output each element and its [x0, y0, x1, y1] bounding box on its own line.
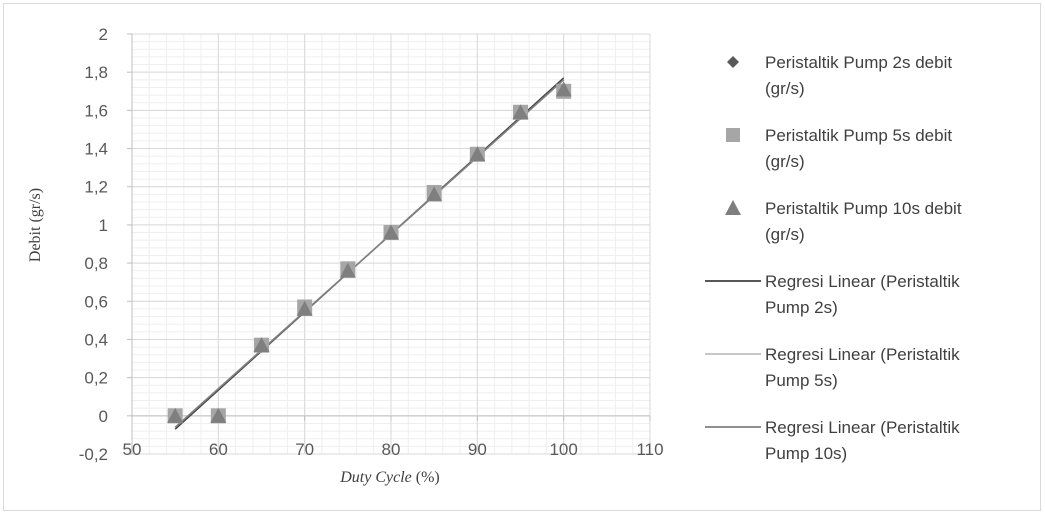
legend-label: (gr/s)	[765, 225, 805, 244]
data-point-triangle	[296, 300, 313, 316]
x-tick-label: 70	[295, 440, 314, 459]
legend-entry: Peristaltik Pump 5s debit (gr/s)	[726, 126, 952, 171]
legend-label: Regresi Linear (Peristaltik	[765, 345, 960, 364]
legend-entry: Regresi Linear (Peristaltik Pump 10s)	[705, 418, 960, 463]
y-axis-title: Debit (gr/s)	[27, 188, 44, 262]
y-tick-label: -0,2	[79, 445, 108, 464]
legend-marker-diamond	[727, 56, 739, 68]
y-tick-label: 0,8	[84, 254, 108, 273]
legend-label: Peristaltik Pump 10s debit	[765, 199, 962, 218]
data-point-triangle	[210, 407, 227, 423]
legend-label: Regresi Linear (Peristaltik	[765, 418, 960, 437]
x-tick-label: 50	[123, 440, 142, 459]
y-tick-label: 1,8	[84, 63, 108, 82]
legend-entry: Regresi Linear (Peristaltik Pump 5s)	[705, 345, 960, 390]
y-tick-label: 1,6	[84, 101, 108, 120]
legend-entry: Peristaltik Pump 10s debit (gr/s)	[725, 199, 962, 244]
legend-label: Pump 10s)	[765, 444, 847, 463]
legend-marker-square	[726, 128, 740, 142]
legend-marker-triangle	[725, 200, 741, 215]
y-tick-label: 0,6	[84, 292, 108, 311]
data-point-triangle	[167, 407, 184, 423]
legend-label: Peristaltik Pump 2s debit	[765, 53, 952, 72]
y-tick-label: 1,4	[84, 140, 108, 159]
data-point-triangle	[383, 224, 399, 240]
trendlines	[174, 77, 565, 430]
x-axis-title: Duty Cycle (%)	[339, 469, 440, 486]
chart-frame	[3, 3, 1041, 511]
data-point-triangle	[512, 104, 529, 120]
y-tick-labels: -0,2 0 0,2 0,4 0,6 0,8 1 1,2 1,4 1,6 1,8 2	[79, 25, 108, 464]
y-tick-label: 1,2	[84, 178, 108, 197]
data-points	[167, 81, 572, 424]
x-axis-title-italic: Duty Cycle	[339, 469, 412, 486]
x-tick-label: 80	[382, 440, 401, 459]
y-tick-label: 0,4	[84, 330, 108, 349]
x-tick-labels: 50 60 70 80 90 100 110	[123, 440, 664, 459]
y-tick-label: 2	[99, 25, 108, 44]
legend-label: Pump 2s)	[765, 298, 838, 317]
legend-entry: Regresi Linear (Peristaltik Pump 2s)	[705, 272, 960, 317]
legend-label: Peristaltik Pump 5s debit	[765, 126, 952, 145]
x-axis-title-unit: (%)	[412, 469, 440, 486]
legend-label: (gr/s)	[765, 79, 805, 98]
trendline	[174, 79, 565, 428]
data-point-triangle	[555, 81, 572, 97]
data-point-triangle	[469, 146, 486, 162]
legend-label: Pump 5s)	[765, 371, 838, 390]
x-tick-label: 90	[468, 440, 487, 459]
legend-entry: Peristaltik Pump 2s debit (gr/s)	[727, 53, 952, 98]
legend: Peristaltik Pump 2s debit(gr/s)Peristalt…	[705, 53, 962, 463]
data-point-triangle	[253, 337, 270, 353]
x-tick-label: 110	[636, 440, 663, 459]
y-tick-label: 1	[99, 216, 108, 235]
x-tick-label: 60	[209, 440, 228, 459]
y-tick-label: 0	[99, 407, 108, 426]
data-point-triangle	[339, 262, 356, 278]
legend-label: (gr/s)	[765, 152, 805, 171]
x-tick-label: 100	[549, 440, 577, 459]
data-point-triangle	[426, 186, 443, 202]
legend-label: Regresi Linear (Peristaltik	[765, 272, 960, 291]
y-tick-label: 0,2	[84, 369, 108, 388]
